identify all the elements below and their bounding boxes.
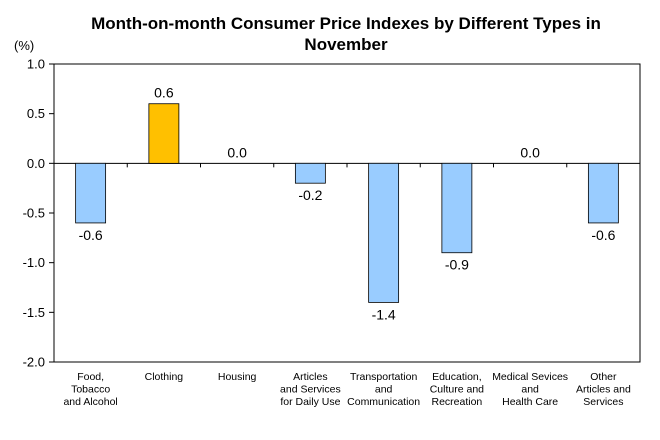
data-label: -1.4 <box>372 306 396 322</box>
bar <box>76 163 106 223</box>
x-category-label-line: Tobacco <box>71 384 110 396</box>
chart: Month-on-month Consumer Price Indexes by… <box>0 0 660 440</box>
x-category-label-line: and Alcohol <box>63 396 117 408</box>
x-category-label-line: and <box>375 384 393 396</box>
x-category-label-line: Medical Sevices <box>492 371 568 383</box>
data-label: 0.0 <box>227 144 247 160</box>
y-tick-label: -2.0 <box>23 355 45 370</box>
bar <box>442 163 472 252</box>
x-category-label-line: Clothing <box>145 371 184 383</box>
data-label: 0.0 <box>520 144 540 160</box>
x-category-label-line: Transportation <box>350 371 417 383</box>
x-category-label-line: Housing <box>218 371 257 383</box>
bar <box>149 104 179 164</box>
x-category-label: Articles and Services for Daily Use <box>280 371 341 408</box>
x-category-label: Education, Culture and Recreation <box>430 371 484 408</box>
data-label: -0.9 <box>445 257 469 273</box>
chart-title-line-2: November <box>304 35 388 54</box>
x-category-label-line: Articles and <box>576 384 631 396</box>
x-category-label-line: Articles <box>293 371 327 383</box>
x-category-label-line: Education, <box>432 371 482 383</box>
y-tick-label: -1.0 <box>23 255 45 270</box>
y-tick-label: -0.5 <box>23 206 45 221</box>
y-tick-label: 1.0 <box>27 57 45 72</box>
data-label: -0.6 <box>591 227 615 243</box>
bar <box>295 163 325 183</box>
x-category-label-line: for Daily Use <box>280 396 340 408</box>
data-label: -0.6 <box>79 227 103 243</box>
x-category-label-line: Culture and <box>430 384 484 396</box>
data-label: 0.6 <box>154 85 174 101</box>
x-category-label-line: Health Care <box>502 396 558 408</box>
x-category-label: Medical Sevices and Health Care <box>492 371 568 408</box>
x-category-label: Food, Tobacco and Alcohol <box>63 371 117 408</box>
x-category-label: Transportation and Communication <box>347 371 420 408</box>
x-category-label: Housing <box>218 371 257 383</box>
chart-title: Month-on-month Consumer Price Indexes by… <box>91 14 601 54</box>
bar <box>369 163 399 302</box>
x-category-label-line: Recreation <box>431 396 482 408</box>
x-category-label-line: Food, <box>77 371 104 383</box>
x-category-label-line: and <box>521 384 539 396</box>
x-category-label-line: Communication <box>347 396 420 408</box>
y-tick-label: 0.5 <box>27 106 45 121</box>
bar <box>588 163 618 223</box>
bars <box>76 104 619 303</box>
x-axis-categories: Food, Tobacco and Alcohol Clothing Housing Ar… <box>63 371 630 408</box>
x-category-label: Other Articles and Services <box>576 371 631 408</box>
x-category-label-line: and Services <box>280 384 341 396</box>
x-category-label-line: Services <box>583 396 623 408</box>
chart-title-line-1: Month-on-month Consumer Price Indexes by… <box>91 14 601 33</box>
plot-area-frame <box>54 64 640 362</box>
data-label: -0.2 <box>298 187 322 203</box>
x-category-label-line: Other <box>590 371 617 383</box>
y-axis-unit-label: (%) <box>14 38 34 53</box>
x-category-label: Clothing <box>145 371 184 383</box>
y-tick-label: 0.0 <box>27 156 45 171</box>
y-tick-label: -1.5 <box>23 305 45 320</box>
